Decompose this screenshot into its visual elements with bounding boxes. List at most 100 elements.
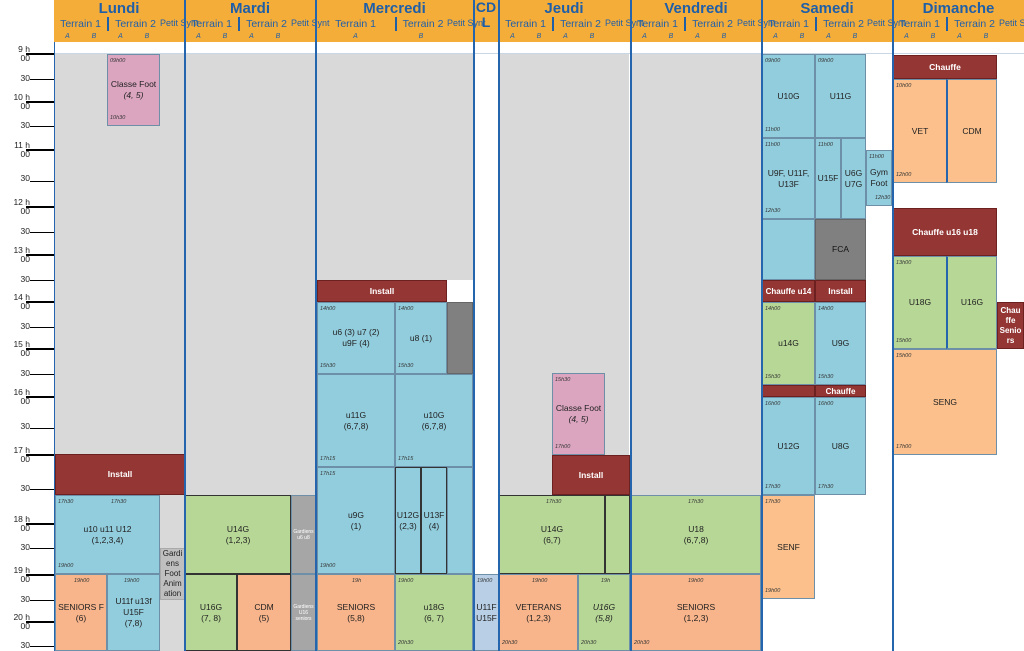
event-cdm[interactable]: CDM (5) — [237, 574, 291, 651]
hour-label: 20 h — [13, 612, 30, 622]
event-u6g-u7g[interactable]: U6G U7G — [841, 138, 866, 219]
event-u10-u11-u12[interactable]: 17h30 17h30 u10 u11 U12 (1,2,3,4) 19h00 — [55, 495, 160, 574]
minute-label: 00 — [20, 101, 30, 111]
subheader-terrain2: Terrain 2 — [107, 17, 162, 31]
event-start-time: 16h00 — [765, 401, 781, 407]
minute-label: 00 — [20, 206, 30, 216]
event-gardiens-foot-animation[interactable]: Gardi ens Foot Anim ation — [160, 548, 185, 600]
event-start-time: 09h00 — [818, 58, 834, 64]
event-end-time: 15h00 — [896, 338, 912, 344]
event-label: U9F, U11F, U13F — [767, 167, 810, 189]
hour-label: 19 h — [13, 565, 30, 575]
event-u16g[interactable]: U16G (7, 8) — [185, 574, 237, 651]
event-start-time: 19h00 — [74, 578, 90, 584]
header-band — [54, 0, 1024, 42]
event-u18[interactable]: 17h30 U18 (6,7,8) — [631, 495, 761, 574]
event-seniors[interactable]: 19h00 SENIORS (1,2,3) 20h30 — [631, 574, 761, 651]
event-gardiens-u6-u8[interactable]: Gardiens u6 u8 — [291, 495, 316, 574]
hour-tick — [26, 301, 54, 303]
event-sub: (2,3) — [399, 520, 417, 531]
minute-label: 00 — [20, 149, 30, 159]
event-u10g[interactable]: 09h00 U10G 11h00 — [762, 54, 815, 138]
event-label: Gym Foot — [870, 167, 888, 188]
minute-label: 00 — [20, 301, 30, 311]
minute-label: 00 — [20, 53, 30, 63]
subheader-terrain2: Terrain 2 — [946, 17, 1001, 31]
minute-label: 00 — [20, 396, 30, 406]
event-start-time: 11h00 — [869, 154, 884, 160]
hour-label: 14 h — [13, 292, 30, 302]
event-u18g[interactable]: 19h00 u18G (6, 7) 20h30 — [395, 574, 473, 651]
event-end-time: 19h00 — [765, 588, 781, 594]
event-u15f[interactable]: 11h00 U15F — [815, 138, 841, 219]
event-classe-foot[interactable]: 15h30 Classe Foot (4, 5) 17h00 — [552, 373, 605, 455]
minute-label: 00 — [20, 621, 30, 631]
event-senf[interactable]: 17h30 SENF 19h00 — [762, 495, 815, 599]
event-u14g[interactable]: 14h00 u14G 15h30 — [762, 302, 815, 385]
event-sub: (4, 5) — [123, 90, 144, 100]
event-install[interactable]: Install — [317, 280, 447, 302]
subcol-b: B — [222, 33, 228, 40]
event-seniors-f[interactable]: 19h00 SENIORS F (6) — [55, 574, 107, 651]
event-gym-foot[interactable]: 11h00 Gym Foot 12h30 — [866, 150, 892, 206]
event-u14g[interactable]: U14G (1,2,3) — [185, 495, 291, 574]
event-u14g[interactable]: 17h30 U14G (6,7) — [499, 495, 605, 574]
event-chauffe-u14[interactable]: Chauffe u14 — [762, 280, 815, 302]
subcol-a: A — [826, 33, 831, 40]
event-u10g[interactable]: u10G (6,7,8) 17h15 — [395, 374, 473, 467]
event-u13f[interactable]: U13F (4) — [421, 467, 447, 574]
event-u11f-u15f[interactable]: 19h00 U11F U15F — [474, 574, 499, 651]
event-chauffe[interactable]: Chauffe — [893, 55, 997, 79]
subheader-petit-synt: Petit Synt — [999, 18, 1024, 28]
event-chauffe[interactable]: Chauffe — [815, 385, 866, 397]
half-tick — [30, 374, 54, 375]
event-gardiens-u16-seniors[interactable]: Gardiens U16 seniors — [291, 574, 316, 651]
event-end-time: 11h00 — [765, 127, 780, 133]
event-seniors[interactable]: 19h SENIORS (5,8) — [317, 574, 395, 651]
event-u18g[interactable]: 13h00 U18G 15h00 — [893, 256, 946, 349]
event-seng[interactable]: 15h00 SENG 17h00 — [893, 349, 997, 455]
event-u8g[interactable]: 16h00 U8G 17h30 — [815, 397, 866, 495]
event-u9f-u11f-u13f[interactable]: 11h00 U9F, U11F, U13F 12h30 — [762, 138, 815, 219]
event-chauffe-seniors[interactable]: Chau ffe Senio rs — [997, 302, 1024, 349]
event-u6-u7-u9f[interactable]: 14h00 u6 (3) u7 (2) u9F (4) 15h30 — [317, 302, 395, 374]
subcol-a: A — [563, 33, 568, 40]
event-u16g[interactable]: U16G — [946, 256, 997, 349]
event-u12g[interactable]: U12G (2,3) — [395, 467, 421, 574]
event-u11g[interactable]: u11G (6,7,8) 17h15 — [317, 374, 395, 467]
event-u16g[interactable]: 19h U16G (5,8) 20h30 — [578, 574, 630, 651]
event-u9g[interactable]: 17h15 u9G (1) 19h00 — [317, 467, 395, 574]
event-label: u11G — [345, 409, 367, 420]
event-u8[interactable]: 14h00 u8 (1) 15h30 — [395, 302, 447, 374]
day-mardi: Mardi — [229, 0, 270, 17]
event-cdm[interactable]: CDM — [946, 79, 997, 183]
subcol-a: A — [904, 33, 909, 40]
event-label: Classe Foot — [555, 403, 602, 413]
event-sub: (1) — [350, 520, 362, 531]
event-fca[interactable]: FCA — [815, 219, 866, 280]
half-tick — [30, 181, 54, 182]
event-start-time: 10h00 — [896, 83, 912, 89]
event-u11f-u13f-u15f[interactable]: 19h00 U11f u13f U15F (7,8) — [107, 574, 160, 651]
event-veterans[interactable]: 19h00 VETERANS (1,2,3) 20h30 — [499, 574, 578, 651]
subcol-b: B — [91, 33, 97, 40]
hour-label: 12 h — [13, 197, 30, 207]
event-label: U8G — [831, 440, 850, 451]
hour-label: 15 h — [13, 339, 30, 349]
event-label: U14G — [540, 523, 564, 534]
event-vet[interactable]: 10h00 VET 12h00 — [893, 79, 946, 183]
event-chauffe-u16-u18[interactable]: Chauffe u16 u18 — [893, 208, 997, 256]
half-tick — [30, 489, 54, 490]
event-u11g[interactable]: 09h00 U11G — [815, 54, 866, 138]
subcol-a: A — [118, 33, 123, 40]
event-label: Classe Foot — [110, 79, 157, 89]
event-end-time: 12h30 — [765, 208, 781, 214]
event-install[interactable]: Install — [552, 455, 630, 495]
subcol-b: B — [799, 33, 805, 40]
event-install[interactable]: Install — [55, 454, 185, 495]
event-end-time: 17h00 — [555, 444, 571, 450]
event-classe-foot[interactable]: 09h00 Classe Foot (4, 5) 10h30 — [107, 54, 160, 126]
event-u12g[interactable]: 16h00 U12G 17h30 — [762, 397, 815, 495]
event-u9g[interactable]: 14h00 U9G 15h30 — [815, 302, 866, 385]
event-install[interactable]: Install — [815, 280, 866, 302]
